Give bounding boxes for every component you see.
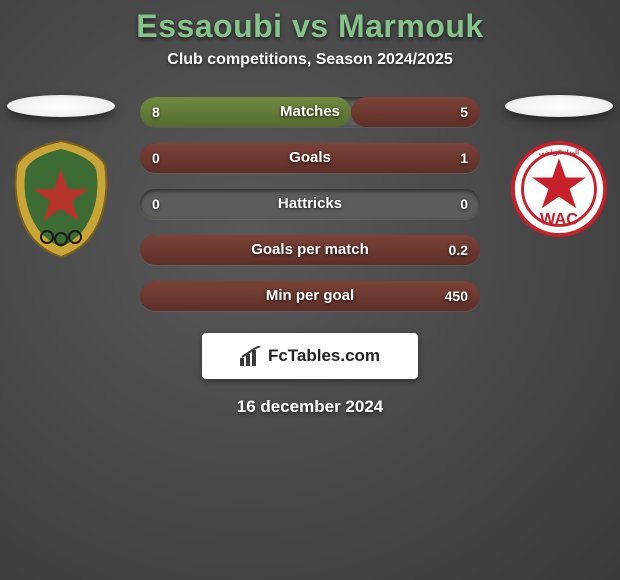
stat-value-right: 5 [460,97,468,127]
stat-label: Min per goal [266,281,354,311]
snapshot-date: 16 december 2024 [0,397,620,417]
player-left-crest [6,95,116,259]
subtitle: Club competitions, Season 2024/2025 [0,51,620,69]
comparison-card: Essaoubi vs Marmouk Club competitions, S… [0,0,620,580]
stat-bar: Goals 0 1 [140,143,480,173]
stat-value-right: 0.2 [449,235,468,265]
fctables-logo-icon [240,346,262,366]
stat-value-left: 8 [152,97,160,127]
brand-text: FcTables.com [268,346,380,366]
stat-value-left: 0 [152,189,160,219]
stat-label: Goals [289,143,331,173]
stat-label: Hattricks [278,189,342,219]
comparison-body: WAC الوداد الرياضي Matches 8 5 Goals 0 1 Hattr… [0,97,620,417]
svg-text:WAC: WAC [540,211,578,229]
stat-value-right: 0 [460,189,468,219]
crest-plinth [7,95,115,117]
svg-text:الوداد الرياضي: الوداد الرياضي [539,148,579,157]
stat-bar: Matches 8 5 [140,97,480,127]
stat-bar: Min per goal 450 [140,281,480,311]
brand-box: FcTables.com [202,333,418,379]
stat-label: Matches [280,97,340,127]
stat-value-right: 1 [460,143,468,173]
player-right-crest: WAC الوداد الرياضي [504,95,614,239]
far-rabat-badge-icon [11,139,111,259]
stat-label: Goals per match [251,235,369,265]
stat-bar: Hattricks 0 0 [140,189,480,219]
stat-bars: Matches 8 5 Goals 0 1 Hattricks 0 0 Goals per mat… [140,97,480,311]
stat-value-right: 450 [445,281,468,311]
crest-plinth [505,95,613,117]
stat-value-left: 0 [152,143,160,173]
page-title: Essaoubi vs Marmouk [0,8,620,45]
wydad-badge-icon: WAC الوداد الرياضي [509,139,609,239]
stat-bar: Goals per match 0.2 [140,235,480,265]
